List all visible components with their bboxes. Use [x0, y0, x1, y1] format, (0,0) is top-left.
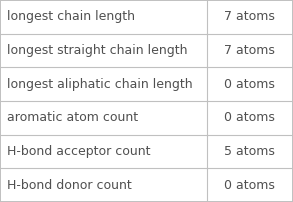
Text: longest aliphatic chain length: longest aliphatic chain length	[7, 78, 193, 91]
Text: longest straight chain length: longest straight chain length	[7, 44, 188, 57]
Text: H-bond acceptor count: H-bond acceptor count	[7, 145, 151, 158]
Text: 0 atoms: 0 atoms	[224, 179, 275, 192]
Text: 5 atoms: 5 atoms	[224, 145, 275, 158]
Text: 0 atoms: 0 atoms	[224, 78, 275, 91]
Text: 0 atoms: 0 atoms	[224, 111, 275, 124]
Text: 7 atoms: 7 atoms	[224, 44, 275, 57]
Text: 7 atoms: 7 atoms	[224, 10, 275, 23]
Text: H-bond donor count: H-bond donor count	[7, 179, 132, 192]
Text: aromatic atom count: aromatic atom count	[7, 111, 139, 124]
Text: longest chain length: longest chain length	[7, 10, 135, 23]
